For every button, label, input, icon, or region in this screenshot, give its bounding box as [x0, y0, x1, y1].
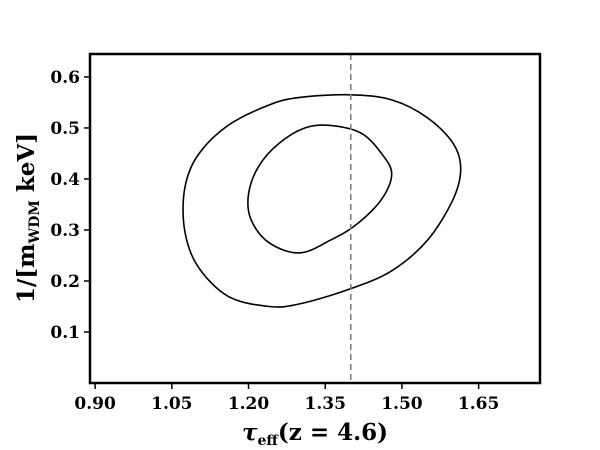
- y-axis-title: 1/[mWDM keV]: [13, 133, 43, 303]
- y-tick-label: 0.2: [50, 272, 80, 292]
- contour-inner: [247, 124, 393, 254]
- x-axis-title: τeff(z = 4.6): [242, 419, 388, 449]
- y-tick-label: 0.4: [50, 170, 80, 190]
- axis-ticks: 0.90 1.05 1.20 1.35 1.50 1.65 0.1 0.2 0.3 0.4 0.5 0…: [50, 68, 499, 414]
- x-tick-label: 1.05: [151, 394, 192, 414]
- x-tick-label: 1.50: [381, 394, 423, 414]
- x-tick-label: 1.20: [228, 394, 270, 414]
- y-tick-label: 0.6: [50, 68, 80, 88]
- contour-outer: [182, 93, 462, 308]
- x-tick-label: 1.35: [305, 394, 346, 414]
- plot-frame: [88, 52, 542, 385]
- plot-content: [182, 54, 462, 383]
- x-tick-label: 0.90: [74, 394, 116, 414]
- y-tick-label: 0.5: [50, 119, 80, 139]
- x-tick-label: 1.65: [458, 394, 499, 414]
- y-tick-label: 0.3: [50, 221, 80, 241]
- y-tick-label: 0.1: [50, 323, 80, 343]
